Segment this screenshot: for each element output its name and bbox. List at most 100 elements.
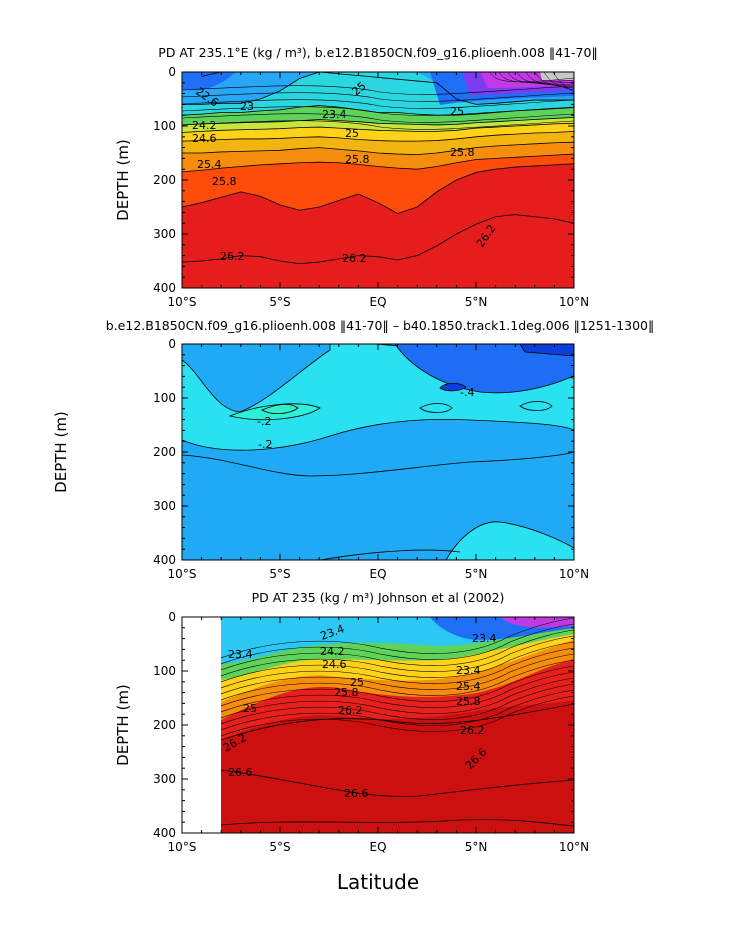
y-tick-label: 0 xyxy=(168,337,176,351)
contour-label: 26.2 xyxy=(220,250,245,263)
contour-line xyxy=(534,72,574,89)
contour-line xyxy=(221,677,574,719)
contour-line xyxy=(182,122,574,133)
contour-line xyxy=(182,153,574,173)
y-tick-label: 0 xyxy=(168,610,176,624)
contour-label: 23.4 xyxy=(322,108,347,121)
contour-line xyxy=(221,659,574,701)
panel-3: PD AT 235 (kg / m³) Johnson et al (2002)… xyxy=(114,590,589,854)
contour-line xyxy=(221,689,574,731)
x-axis-label: Latitude xyxy=(337,870,419,894)
contour-line xyxy=(182,116,574,126)
panel-1-ylabel: DEPTH (m) xyxy=(114,139,132,221)
anomaly-region xyxy=(394,344,574,394)
x-tick-label: 5°S xyxy=(269,840,290,854)
contour-label: 25.8 xyxy=(212,175,237,188)
contour-line xyxy=(221,695,574,737)
contour-line xyxy=(221,671,574,713)
contour-line xyxy=(319,549,461,560)
x-tick-label: 5°S xyxy=(269,295,290,309)
contour-line xyxy=(507,72,574,84)
y-tick-label: 200 xyxy=(153,173,176,187)
x-tick-label: 10°N xyxy=(559,295,589,309)
contour-label: 25.8 xyxy=(456,695,481,708)
contour-label: 25 xyxy=(350,676,364,689)
contour-label: 25.8 xyxy=(345,153,370,166)
contour-line xyxy=(221,819,574,827)
panel-1-y-ticks: 0 100 200 300 400 xyxy=(153,65,574,295)
contour-line xyxy=(182,141,574,156)
contour-label: 24.2 xyxy=(320,645,345,658)
panel-2-anomaly-fields xyxy=(182,344,574,560)
contour-label: 25.4 xyxy=(456,680,481,693)
contour-line xyxy=(182,113,574,123)
contour-line xyxy=(182,85,574,95)
x-tick-label: EQ xyxy=(369,567,386,581)
panel-3-contour-lines xyxy=(221,617,574,827)
contour-label: -.2 xyxy=(257,415,271,428)
contour-label: 25 xyxy=(243,702,257,715)
y-tick-label: 200 xyxy=(153,445,176,459)
panel-3-density-fields xyxy=(221,617,574,740)
y-tick-label: 300 xyxy=(153,227,176,241)
panel-2: b.e12.B1850CN.f09_g16.plioenh.008 ‖41-70… xyxy=(52,318,654,581)
contour-label: 25 xyxy=(450,105,464,118)
contour-line xyxy=(221,703,574,741)
anomaly-region xyxy=(445,521,574,560)
contour-line xyxy=(182,120,574,130)
anomaly-region xyxy=(419,403,453,413)
density-band xyxy=(182,72,236,91)
y-tick-label: 100 xyxy=(153,391,176,405)
contour-line xyxy=(221,641,574,683)
anomaly-region xyxy=(519,401,553,411)
contour-label: 25.4 xyxy=(197,158,222,171)
x-tick-label: 5°N xyxy=(465,840,488,854)
panel-1: PD AT 235.1°E (kg / m³), b.e12.B1850CN.f… xyxy=(114,45,598,309)
anomaly-region xyxy=(439,382,467,392)
contour-label: 26.2 xyxy=(342,252,367,265)
x-tick-label: EQ xyxy=(369,840,386,854)
panel-3-x-ticks: 10°S 5°S EQ 5°N 10°N xyxy=(168,617,589,854)
contour-label: 23.4 xyxy=(456,664,481,677)
density-band xyxy=(500,617,574,628)
x-tick-label: 5°N xyxy=(465,567,488,581)
x-tick-label: EQ xyxy=(369,295,386,309)
y-tick-label: 300 xyxy=(153,772,176,786)
contour-line xyxy=(201,72,222,77)
contour-label: 24.6 xyxy=(192,132,217,145)
panel-2-title: b.e12.B1850CN.f09_g16.plioenh.008 ‖41-70… xyxy=(106,318,654,333)
y-tick-label: 100 xyxy=(153,664,176,678)
contour-label: 25.8 xyxy=(450,146,475,159)
contour-line xyxy=(221,665,574,707)
x-tick-label: 10°N xyxy=(559,567,589,581)
contour-label: 23 xyxy=(240,100,254,113)
contour-line xyxy=(498,72,574,83)
anomaly-region xyxy=(519,344,574,357)
contour-line xyxy=(221,647,574,689)
panel-1-contour-lines xyxy=(182,72,574,265)
y-tick-label: 0 xyxy=(168,65,176,79)
panel-3-y-ticks: 0 100 200 300 400 xyxy=(153,610,574,840)
contour-line xyxy=(221,617,574,659)
contour-label: 24.2 xyxy=(192,119,217,132)
contour-line xyxy=(182,163,574,214)
x-tick-label: 5°S xyxy=(269,567,290,581)
contour-line xyxy=(525,72,574,87)
contour-line xyxy=(221,683,574,725)
panel-2-y-ticks: 0 100 200 300 400 xyxy=(153,337,574,567)
contour-line xyxy=(182,131,574,142)
panel-3-ylabel: DEPTH (m) xyxy=(114,684,132,766)
panel-3-title: PD AT 235 (kg / m³) Johnson et al (2002) xyxy=(252,590,505,605)
x-tick-label: 10°N xyxy=(559,840,589,854)
contour-label: 26.2 xyxy=(338,704,363,717)
x-tick-label: 10°S xyxy=(168,567,197,581)
anomaly-region xyxy=(261,404,299,414)
contour-line xyxy=(221,769,574,797)
panel-1-title: PD AT 235.1°E (kg / m³), b.e12.B1850CN.f… xyxy=(158,45,597,60)
contour-line xyxy=(221,623,574,665)
contour-line xyxy=(221,653,574,695)
contour-label: 26.2 xyxy=(460,724,485,737)
contour-line xyxy=(182,99,574,109)
x-tick-label: 10°S xyxy=(168,295,197,309)
